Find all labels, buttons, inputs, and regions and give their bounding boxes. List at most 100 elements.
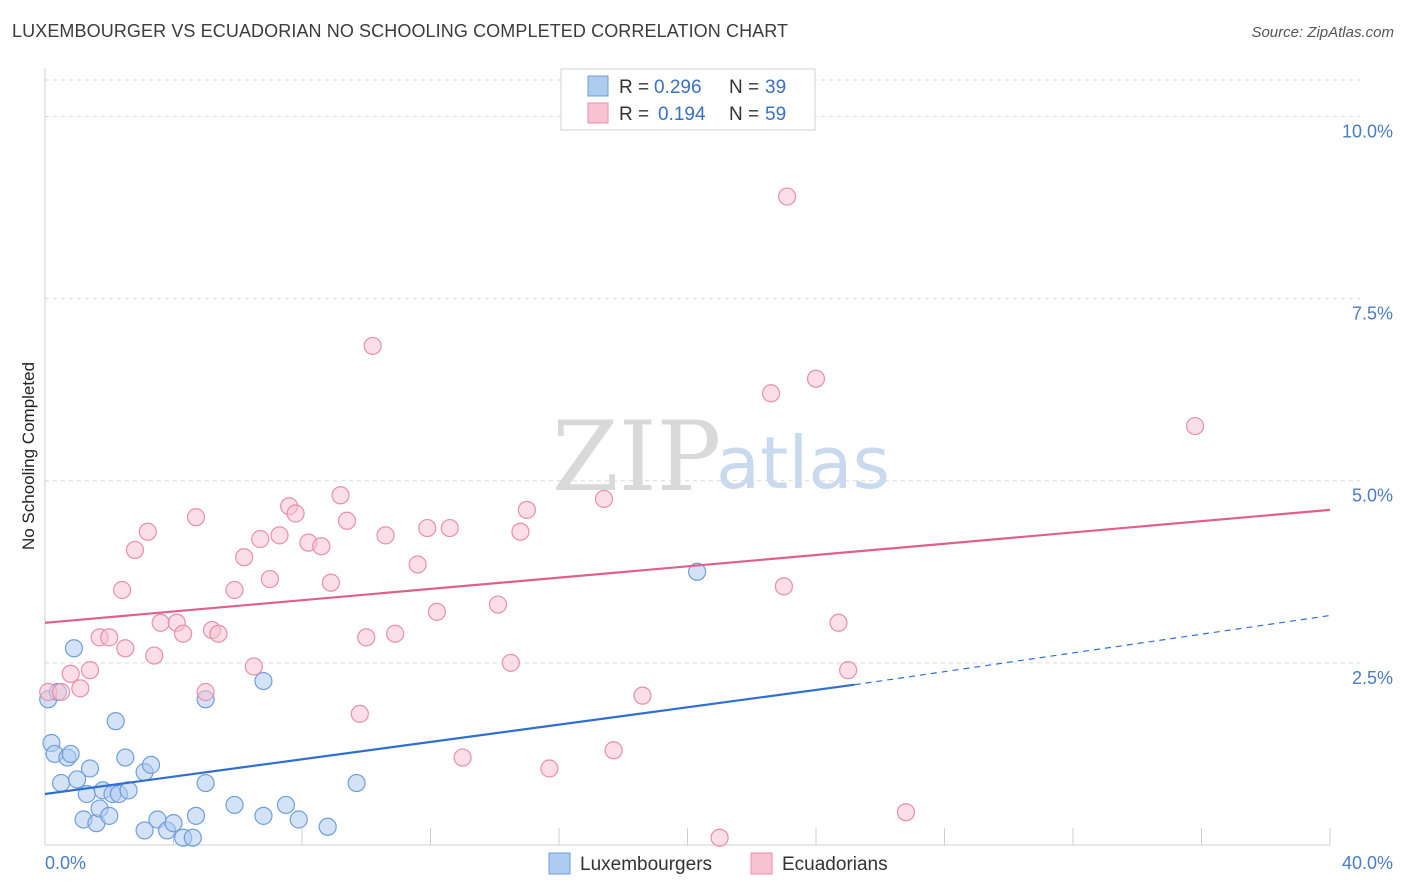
ecuadorian-point <box>321 573 341 592</box>
ecuadorian-point <box>260 569 279 589</box>
ecuadorian-point <box>61 664 80 683</box>
y-tick-label: 5.0% <box>1352 486 1393 506</box>
ecuadorian-point <box>540 759 559 778</box>
luxembourger-point <box>164 814 183 833</box>
luxembourger-point <box>100 806 119 825</box>
luxembourger-point <box>61 744 80 764</box>
ecuadorian-point <box>511 522 530 541</box>
luxembourger-point <box>51 773 71 793</box>
watermark: ZIP atlas <box>552 401 890 513</box>
ecuadorian-point <box>761 384 781 403</box>
trend-lines <box>44 508 1331 796</box>
watermark-atlas: atlas <box>716 421 890 505</box>
ecuadorian-point <box>80 661 100 680</box>
y-tick-label: 2.5% <box>1352 668 1393 688</box>
ecuadorian-point <box>138 522 157 541</box>
luxembourger-point <box>347 773 366 793</box>
x-tick-label: 40.0% <box>1342 853 1393 873</box>
luxembourger-point <box>141 755 161 774</box>
luxembourger-point <box>688 562 707 581</box>
ecuadorian-point <box>829 613 848 632</box>
ecuadorian-point <box>125 540 145 560</box>
luxembourger-point <box>254 671 273 691</box>
y-tick-label: 10.0% <box>1342 121 1393 141</box>
ecuadorian-point <box>376 526 395 545</box>
ecuadorian-point <box>427 602 447 621</box>
ecuadorian-point <box>839 661 858 680</box>
x-tick-label: 0.0% <box>45 853 86 873</box>
ecuadorian-point <box>594 489 614 509</box>
legend-r-label: R = <box>619 104 649 125</box>
ecuadorian-point <box>517 500 536 519</box>
ecuadorian-point <box>312 537 331 556</box>
ecuadorian-point <box>453 748 472 767</box>
ecuadorian-point <box>418 518 437 538</box>
y-axis-label: No Schooling Completed <box>19 362 38 550</box>
legend-swatch-luxembourgers <box>548 852 571 875</box>
luxembourger-point <box>276 795 296 815</box>
legend-n-value: 59 <box>765 104 786 125</box>
luxembourger-point <box>135 821 154 840</box>
watermark-zip: ZIP <box>552 401 721 513</box>
legend-label-luxembourgers: Luxembourgers <box>580 854 712 875</box>
luxembourger-point <box>254 806 273 825</box>
ecuadorian-point <box>112 580 132 600</box>
ecuadorian-point <box>186 508 206 527</box>
series-legend: Luxembourgers Ecuadorians <box>548 852 888 875</box>
ecuadorian-point <box>244 657 263 676</box>
ecuadorian-point <box>1185 416 1205 436</box>
ecuadorian-point <box>806 369 826 388</box>
luxembourger-point <box>183 828 202 847</box>
legend-r-value: 0.194 <box>658 104 706 125</box>
ecuadorian-point <box>251 529 270 549</box>
correlation-legend: R = 0.296 N = 39 R = 0.194 N = 59 <box>560 68 816 131</box>
chart-title: LUXEMBOURGER VS ECUADORIAN NO SCHOOLING … <box>12 21 789 41</box>
ecuadorian-point <box>151 613 170 632</box>
ecuadorian-point <box>488 595 508 614</box>
luxembourger-point <box>64 639 84 658</box>
ecuadorian-point <box>286 504 305 523</box>
legend-r-value: 0.296 <box>654 77 702 98</box>
ecuadorian-point <box>501 653 520 672</box>
ecuadorian-trend-line <box>44 508 1331 624</box>
luxembourger-point <box>186 806 206 825</box>
ecuadorian-point <box>357 628 376 647</box>
ecuadorian-point <box>896 803 916 822</box>
ecuadorian-point <box>408 555 427 574</box>
luxembourger-point <box>318 817 337 836</box>
legend-swatch-blue <box>587 75 609 97</box>
ecuadorian-point <box>270 526 289 545</box>
legend-n-value: 39 <box>765 77 786 98</box>
ecuadorian-point <box>100 628 119 647</box>
ecuadorian-point <box>633 686 652 705</box>
data-points <box>39 187 1205 847</box>
luxembourger-point <box>225 795 244 815</box>
ecuadorian-point <box>145 646 164 665</box>
luxembourger-trend-line <box>44 683 855 796</box>
luxembourger-point <box>289 810 308 829</box>
source-label: Source: ZipAtlas.com <box>1251 24 1394 41</box>
luxembourger-point <box>80 759 100 778</box>
ecuadorian-point <box>604 741 623 760</box>
legend-swatch-ecuadorians <box>750 852 773 875</box>
y-tick-labels: 2.5% 5.0% 7.5% 10.0% <box>1342 121 1393 687</box>
ecuadorian-point <box>331 486 350 505</box>
axes <box>44 68 1331 846</box>
ecuadorian-point <box>235 548 254 567</box>
legend-swatch-pink <box>587 102 609 124</box>
ecuadorian-point <box>774 577 793 596</box>
ecuadorian-point <box>116 639 135 658</box>
ecuadorian-point <box>337 511 357 530</box>
legend-label-ecuadorians: Ecuadorians <box>782 854 888 875</box>
ecuadorian-point <box>209 624 228 643</box>
luxembourger-point <box>196 773 215 793</box>
legend-r-label: R = <box>619 77 649 98</box>
luxembourger-point <box>116 748 135 767</box>
ecuadorian-point <box>350 704 369 723</box>
ecuadorian-point <box>51 682 71 702</box>
ecuadorian-point <box>196 682 215 702</box>
legend-n-label: N = <box>729 104 759 125</box>
luxembourger-trend-extension <box>854 614 1331 686</box>
ecuadorian-point <box>225 580 244 600</box>
